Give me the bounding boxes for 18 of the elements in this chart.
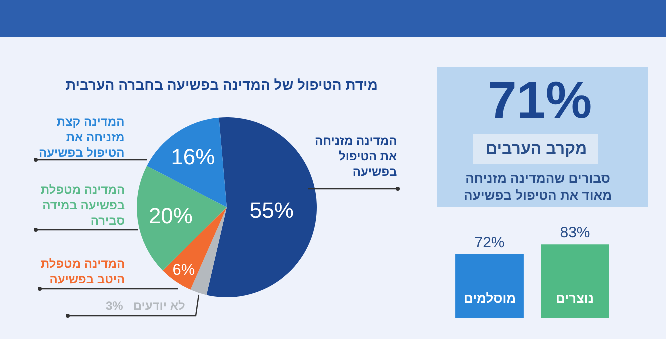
data-label: 16% [171,144,216,170]
text: מקרב הערבים [486,141,588,158]
x-tick-label: נוצרים [556,291,594,306]
slice-label: המדינה קצת מזניחה את הטיפול בפשיעה [39,115,125,160]
slice-label: 3% לא יודעים [106,299,186,313]
text: 71% [488,72,592,130]
data-label: 83% [560,224,590,242]
slice-label: המדינה מטפלת היטב בפשיעה [41,257,126,287]
x-tick-label: מוסלמים [464,291,516,306]
data-label: 20% [148,203,193,228]
data-label: 6% [172,262,196,280]
data-label: 55% [250,198,294,224]
slice-label: המדינה מזניחה את הטיפול בפשיעה [315,134,398,180]
slice-label: המדינה מטפלת בפשיעה במידה סבירה [41,183,126,228]
data-label: 72% [474,234,505,252]
text: סבורים שהמדינה מזניחה מאוד את הטיפול בפשיעה [464,171,612,203]
pie-slice [147,118,227,208]
chart-title: מידת הטיפול של המדינה בפשיעה בחברה הערבית [66,77,378,93]
